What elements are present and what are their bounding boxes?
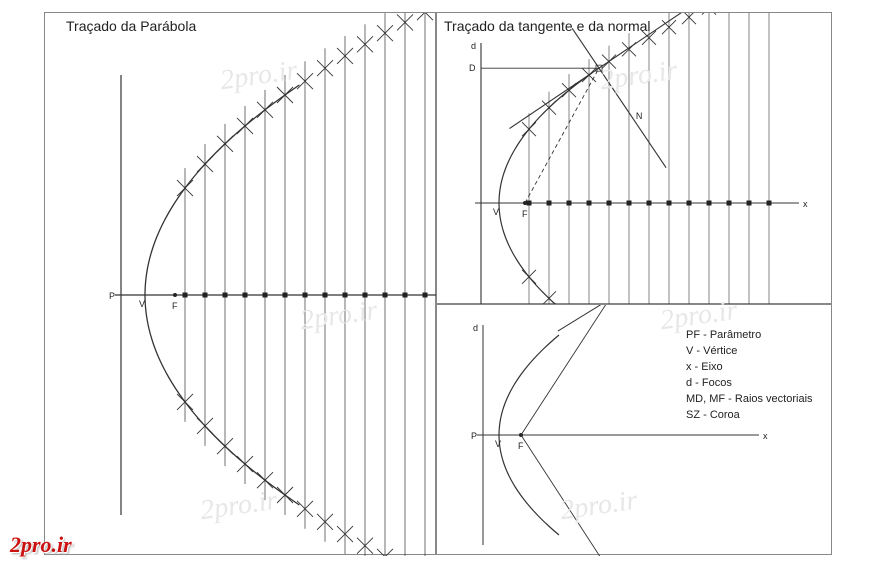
legend-item: V - Vértice (686, 344, 813, 360)
legend-item: PF - Parâmetro (686, 328, 813, 344)
svg-text:F: F (518, 441, 524, 451)
svg-text:P: P (471, 431, 477, 441)
legend-item: SZ - Coroa (686, 408, 813, 424)
svg-text:F: F (172, 301, 178, 311)
svg-text:P: P (109, 291, 115, 301)
diagram-tangent-normal: VFdxDND (437, 13, 833, 305)
legend-item: d - Focos (686, 376, 813, 392)
title-topright: Traçado da tangente e da normal (444, 18, 651, 34)
svg-text:D: D (469, 63, 476, 73)
svg-text:V: V (493, 207, 499, 217)
svg-text:N: N (636, 111, 643, 121)
diagram-parabola-tracing: P V F (45, 13, 437, 556)
svg-text:d: d (473, 323, 478, 333)
title-left: Traçado da Parábola (66, 18, 196, 34)
legend: PF - ParâmetroV - Vérticex - Eixod - Foc… (686, 328, 813, 424)
svg-text:d: d (471, 41, 476, 51)
svg-text:V: V (139, 299, 145, 309)
logo-text: 2pro.ir (10, 532, 72, 558)
panel-left: P V F (44, 12, 436, 555)
panel-topright: VFdxDND (436, 12, 832, 304)
svg-text:V: V (495, 439, 501, 449)
svg-text:x: x (803, 199, 808, 209)
svg-text:F: F (522, 209, 528, 219)
legend-item: MD, MF - Raios vectoriais (686, 392, 813, 408)
svg-text:x: x (763, 431, 768, 441)
legend-item: x - Eixo (686, 360, 813, 376)
